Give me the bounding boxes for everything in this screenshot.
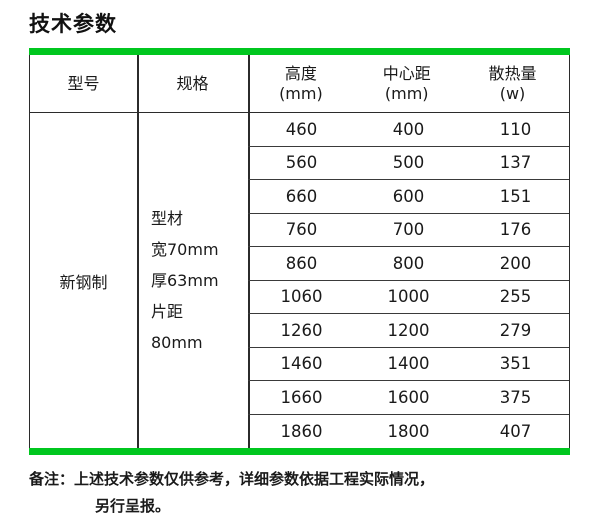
table-row: 1460 1400 351	[248, 348, 569, 381]
header-unit-center-distance: (mm)	[384, 83, 429, 103]
header-label-heat-output: 散热量	[488, 63, 537, 83]
cell-height: 1260	[280, 320, 323, 340]
footer-note-line-1: 备注：上述技术参数仅供参考，详细参数依据工程实际情况，	[29, 470, 435, 488]
bottom-green-rule	[29, 448, 570, 455]
spec-line: 厚63mm	[151, 271, 219, 290]
spec-line: 片距	[151, 302, 184, 321]
header-cell-heat-output: 散热量 (w)	[460, 55, 566, 112]
model-cell: 新钢制	[59, 272, 108, 292]
cell-height: 760	[285, 220, 318, 240]
cell-heat-output: 407	[499, 421, 532, 441]
cell-heat-output: 200	[499, 253, 532, 273]
header-label-center-distance: 中心距	[382, 63, 431, 83]
header-unit-height: (mm)	[279, 83, 323, 103]
cell-center-distance: 500	[392, 153, 425, 173]
table-row: 860 800 200	[248, 247, 569, 281]
data-rows-container: 460 400 110 560 500 137 660 600 151 760 700 176 860 8…	[248, 113, 569, 448]
cell-center-distance: 1000	[387, 287, 430, 307]
header-label-model: 型号	[67, 73, 100, 93]
cell-center-distance: 400	[392, 119, 425, 139]
spec-line: 80mm	[151, 333, 203, 352]
cell-heat-output: 351	[499, 354, 532, 374]
cell-center-distance: 1800	[387, 421, 430, 441]
header-cell-center-distance: 中心距 (mm)	[354, 55, 460, 112]
cell-heat-output: 151	[499, 186, 532, 206]
table-row: 1660 1600 375	[248, 381, 569, 415]
cell-height: 660	[285, 186, 318, 206]
cell-heat-output: 176	[499, 220, 532, 240]
cell-heat-output: 375	[499, 387, 532, 407]
cell-heat-output: 110	[499, 119, 532, 139]
footer-note-line-2: 另行呈报。	[95, 497, 171, 515]
header-cell-height: 高度 (mm)	[248, 55, 354, 112]
cell-height: 560	[285, 153, 318, 173]
cell-height: 460	[285, 119, 318, 139]
technical-parameters-table: 型号 规格 高度 (mm) 中心距 (mm) 散热量 (w) 新钢制 型材宽70…	[29, 48, 570, 455]
column-divider-model-spec	[137, 55, 139, 448]
cell-center-distance: 1600	[387, 387, 430, 407]
header-label-spec: 规格	[176, 73, 209, 93]
cell-center-distance: 1400	[387, 354, 430, 374]
cell-height: 1460	[280, 354, 323, 374]
header-unit-heat-output: (w)	[499, 83, 526, 103]
header-label-height: 高度	[284, 63, 317, 83]
cell-center-distance: 1200	[387, 320, 430, 340]
page-title: 技术参数	[29, 12, 117, 36]
header-cell-model: 型号	[30, 55, 137, 112]
table-row: 560 500 137	[248, 147, 569, 180]
cell-heat-output: 137	[499, 153, 532, 173]
cell-height: 860	[285, 253, 318, 273]
table-row: 1260 1200 279	[248, 314, 569, 348]
column-divider-spec-data	[248, 55, 250, 448]
table-grid: 型号 规格 高度 (mm) 中心距 (mm) 散热量 (w) 新钢制 型材宽70…	[29, 55, 570, 448]
table-row: 660 600 151	[248, 180, 569, 214]
cell-center-distance: 600	[392, 186, 425, 206]
spec-line: 型材	[151, 209, 184, 228]
header-cell-spec: 规格	[137, 55, 248, 112]
table-row: 1860 1800 407	[248, 415, 569, 449]
cell-heat-output: 255	[499, 287, 532, 307]
cell-height: 1660	[280, 387, 323, 407]
spec-line: 宽70mm	[151, 240, 219, 259]
cell-center-distance: 700	[392, 220, 425, 240]
top-green-rule	[29, 48, 570, 55]
table-row: 760 700 176	[248, 214, 569, 247]
table-body-row: 新钢制 型材宽70mm 厚63mm 片距 80mm 460 400 110 560 500 13…	[30, 113, 569, 448]
table-row: 1060 1000 255	[248, 281, 569, 314]
cell-heat-output: 279	[499, 320, 532, 340]
cell-center-distance: 800	[392, 253, 425, 273]
footer-note: 备注：上述技术参数仅供参考，详细参数依据工程实际情况， 另行呈报。	[29, 466, 589, 520]
table-header-row: 型号 规格 高度 (mm) 中心距 (mm) 散热量 (w)	[30, 55, 569, 113]
spec-cell: 型材宽70mm 厚63mm 片距 80mm	[137, 113, 248, 448]
cell-height: 1060	[280, 287, 323, 307]
cell-height: 1860	[280, 421, 323, 441]
table-row: 460 400 110	[248, 113, 569, 147]
